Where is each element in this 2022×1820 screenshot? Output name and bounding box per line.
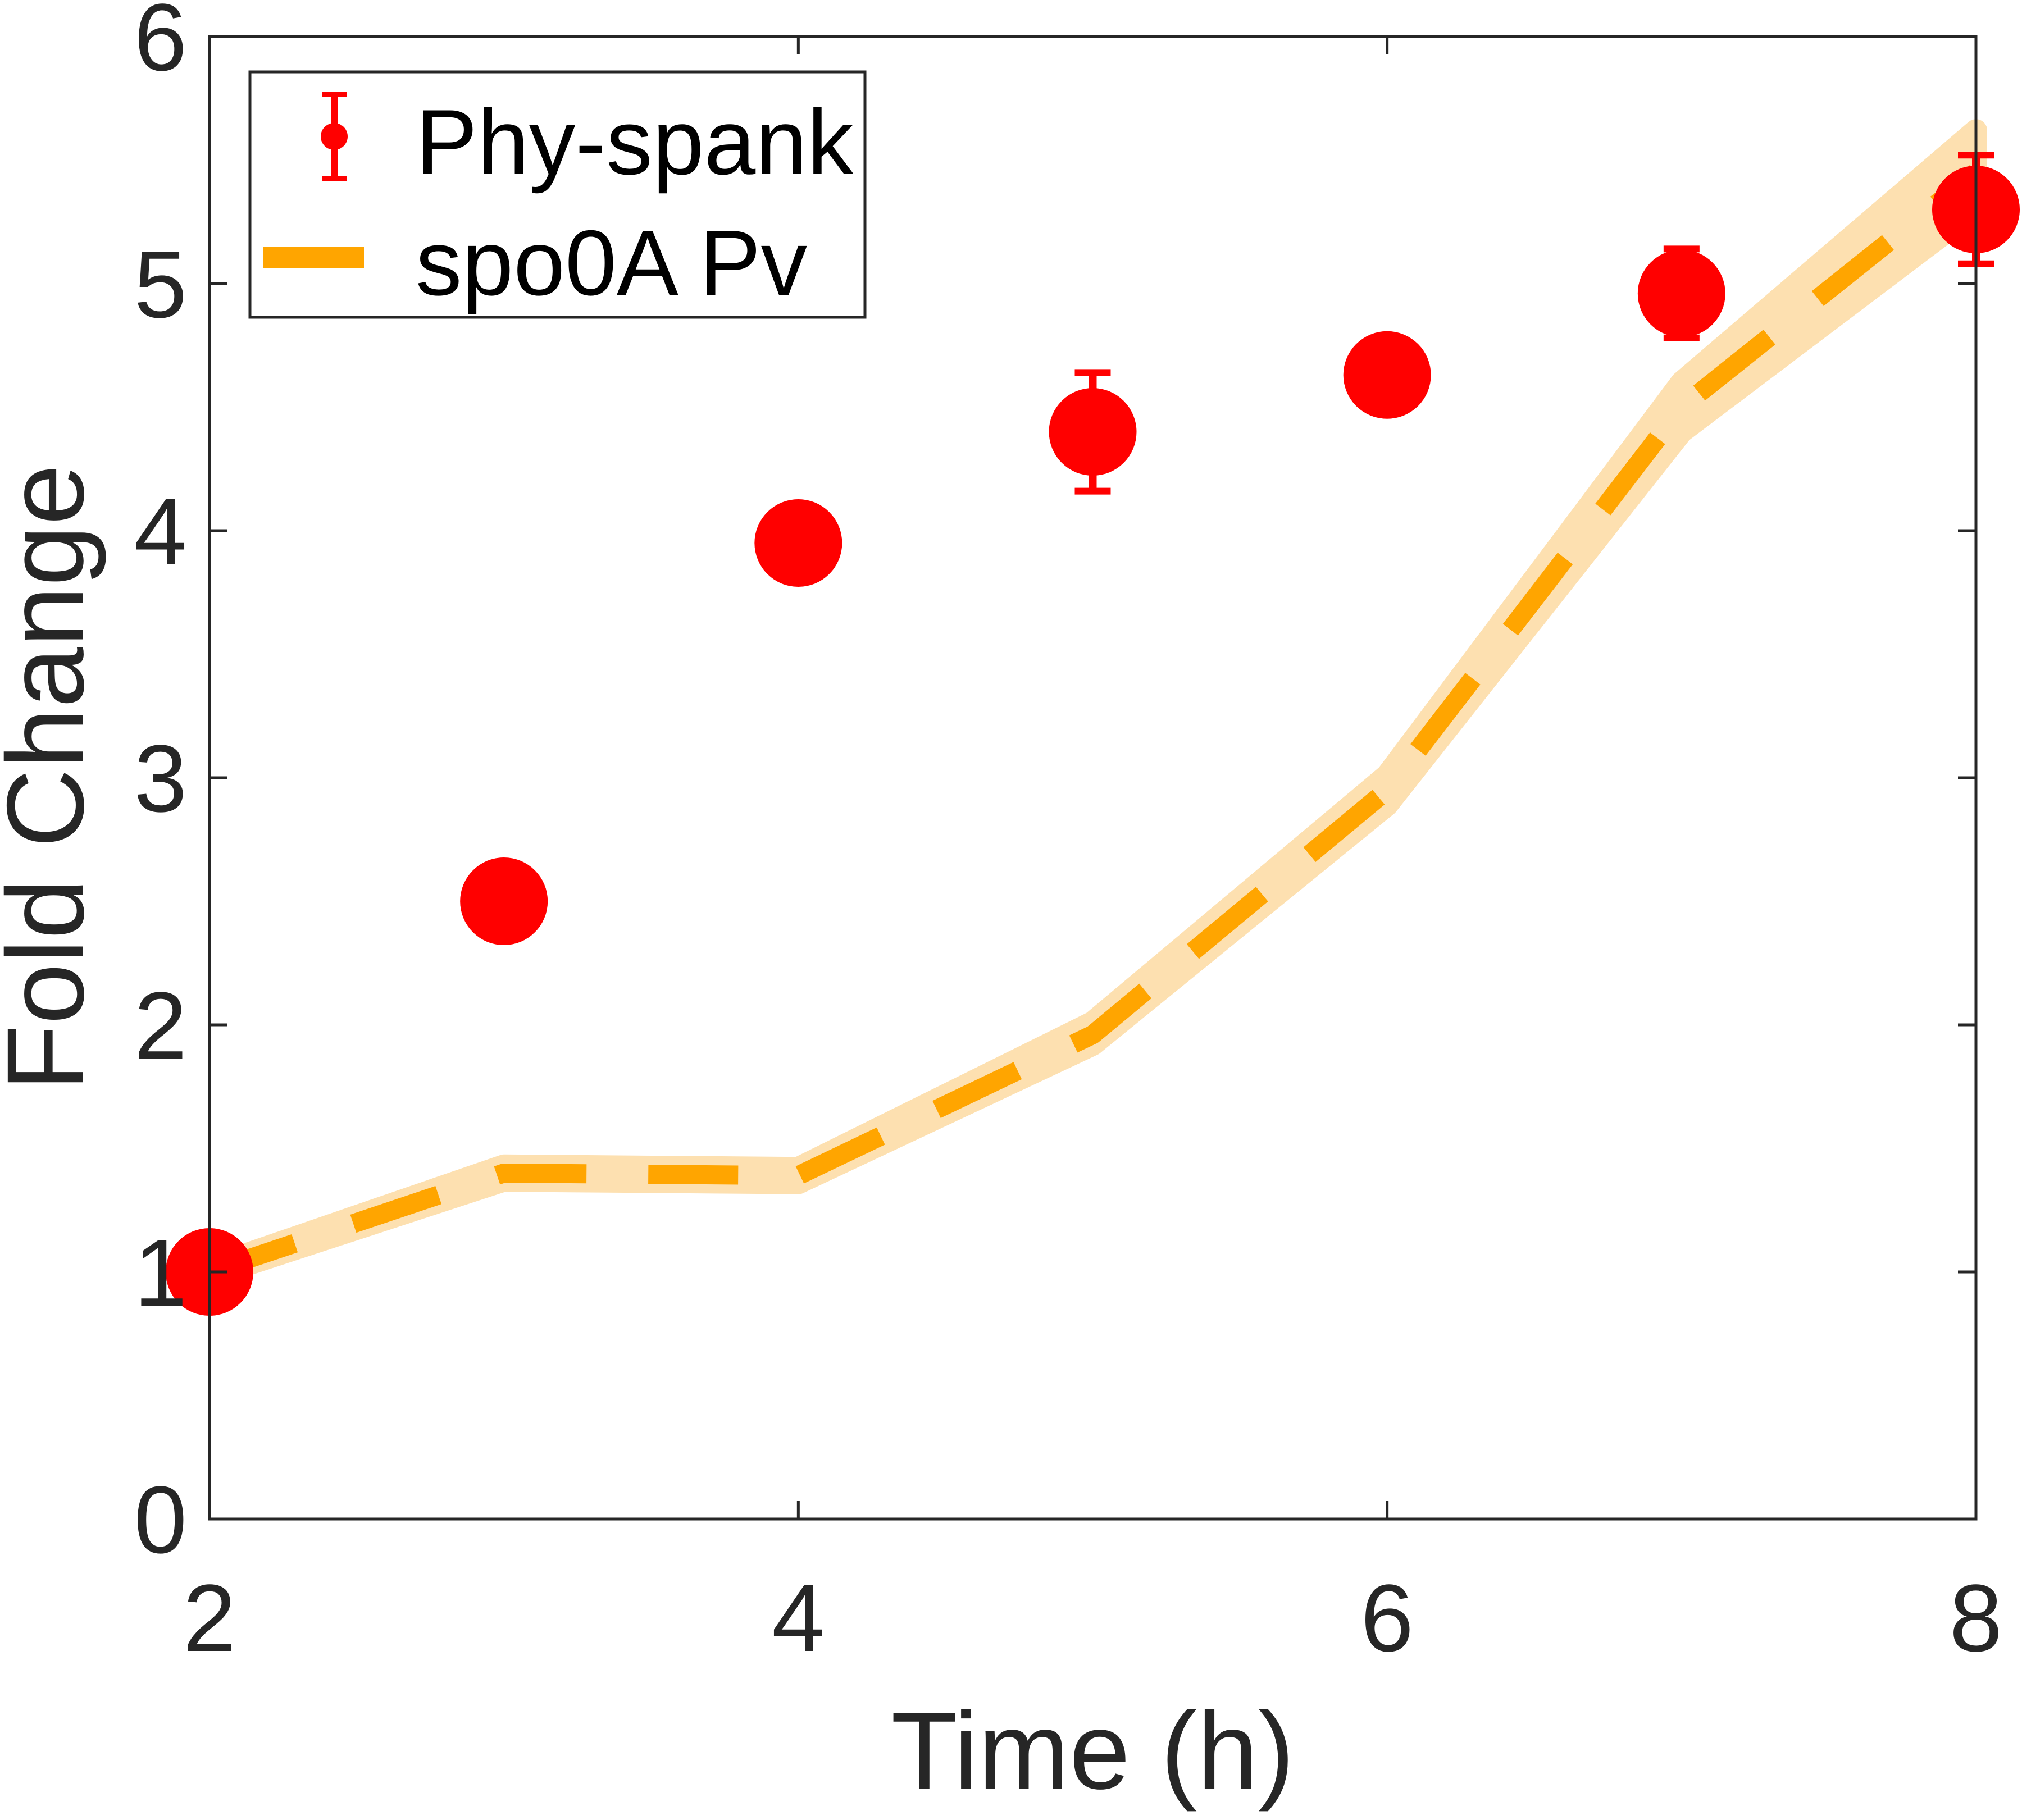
- y-tick-label: 6: [134, 0, 187, 91]
- x-axis-label: Time (h): [891, 1690, 1295, 1812]
- y-tick-label: 2: [134, 973, 187, 1079]
- phy-spank-point: [1049, 388, 1137, 476]
- legend-label-spo0a-pv: spo0A Pv: [416, 211, 807, 314]
- y-tick-label: 3: [134, 726, 187, 832]
- y-axis-label: Fold Change: [0, 464, 107, 1092]
- x-tick-label: 8: [1950, 1565, 2003, 1672]
- x-tick-label: 2: [183, 1565, 236, 1672]
- phy-spank-point: [1343, 331, 1431, 419]
- y-tick-label: 5: [134, 231, 187, 338]
- phy-spank-point: [460, 857, 548, 945]
- y-tick-label: 1: [134, 1220, 187, 1326]
- legend-marker-phy-spank: [321, 92, 348, 181]
- phy-spank-point: [1637, 249, 1725, 337]
- y-tick-label: 4: [134, 478, 187, 585]
- x-tick-label: 4: [772, 1565, 825, 1672]
- legend-point: [321, 123, 348, 150]
- phy-spank-point: [754, 499, 842, 587]
- spo0a-pv-line: [206, 165, 1982, 1281]
- x-tick-label: 6: [1360, 1565, 1414, 1672]
- y-tick-label: 0: [134, 1467, 187, 1573]
- legend: Phy-spank spo0A Pv: [248, 70, 867, 319]
- legend-box: [248, 70, 867, 319]
- legend-label-phy-spank: Phy-spank: [416, 90, 854, 194]
